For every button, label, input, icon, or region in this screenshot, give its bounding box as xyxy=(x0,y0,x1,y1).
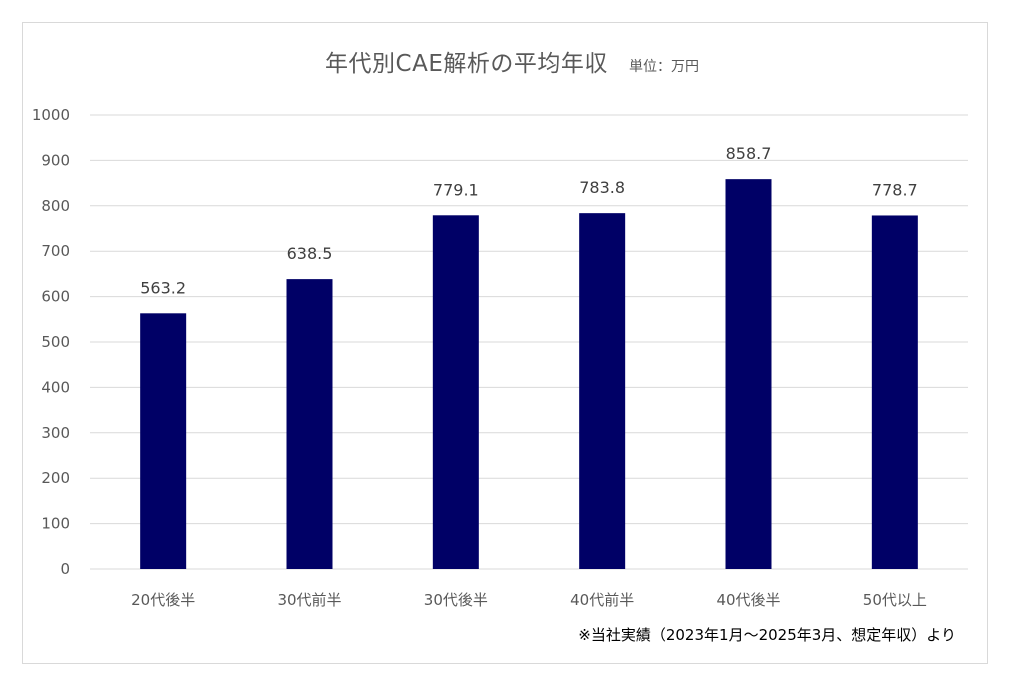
x-tick-label: 30代後半 xyxy=(424,591,488,609)
y-tick-label: 200 xyxy=(41,469,70,487)
y-tick-label: 1000 xyxy=(32,106,70,124)
data-label: 778.7 xyxy=(872,180,918,199)
bar xyxy=(725,179,772,569)
bar xyxy=(432,215,479,569)
bar xyxy=(871,215,918,569)
data-label: 858.7 xyxy=(726,144,772,163)
bar xyxy=(286,279,333,569)
footnote: ※当社実績（2023年1月〜2025年3月、想定年収）より xyxy=(578,626,956,644)
x-tick-label: 20代後半 xyxy=(131,591,195,609)
y-tick-label: 900 xyxy=(41,151,70,169)
bar xyxy=(140,313,187,569)
x-tick-label: 40代後半 xyxy=(716,591,780,609)
x-tick-label: 40代前半 xyxy=(570,591,634,609)
bar xyxy=(579,213,626,570)
y-tick-label: 100 xyxy=(41,515,70,533)
data-label: 783.8 xyxy=(579,178,625,197)
chart-title: 年代別CAE解析の平均年収 xyxy=(325,51,608,77)
y-tick-label: 300 xyxy=(41,424,70,442)
x-tick-label: 50代以上 xyxy=(863,591,927,609)
y-tick-label: 700 xyxy=(41,242,70,260)
y-tick-label: 500 xyxy=(41,333,70,351)
y-tick-label: 800 xyxy=(41,197,70,215)
data-label: 779.1 xyxy=(433,180,479,199)
x-tick-label: 30代前半 xyxy=(277,591,341,609)
y-tick-label: 600 xyxy=(41,288,70,306)
unit-label: 単位：万円 xyxy=(628,59,699,75)
y-tick-label: 400 xyxy=(41,378,70,396)
y-tick-label: 0 xyxy=(60,560,70,578)
chart-title-block: 年代別CAE解析の平均年収 単位：万円 xyxy=(0,44,1024,78)
data-label: 563.2 xyxy=(140,278,186,297)
data-label: 638.5 xyxy=(287,244,333,263)
